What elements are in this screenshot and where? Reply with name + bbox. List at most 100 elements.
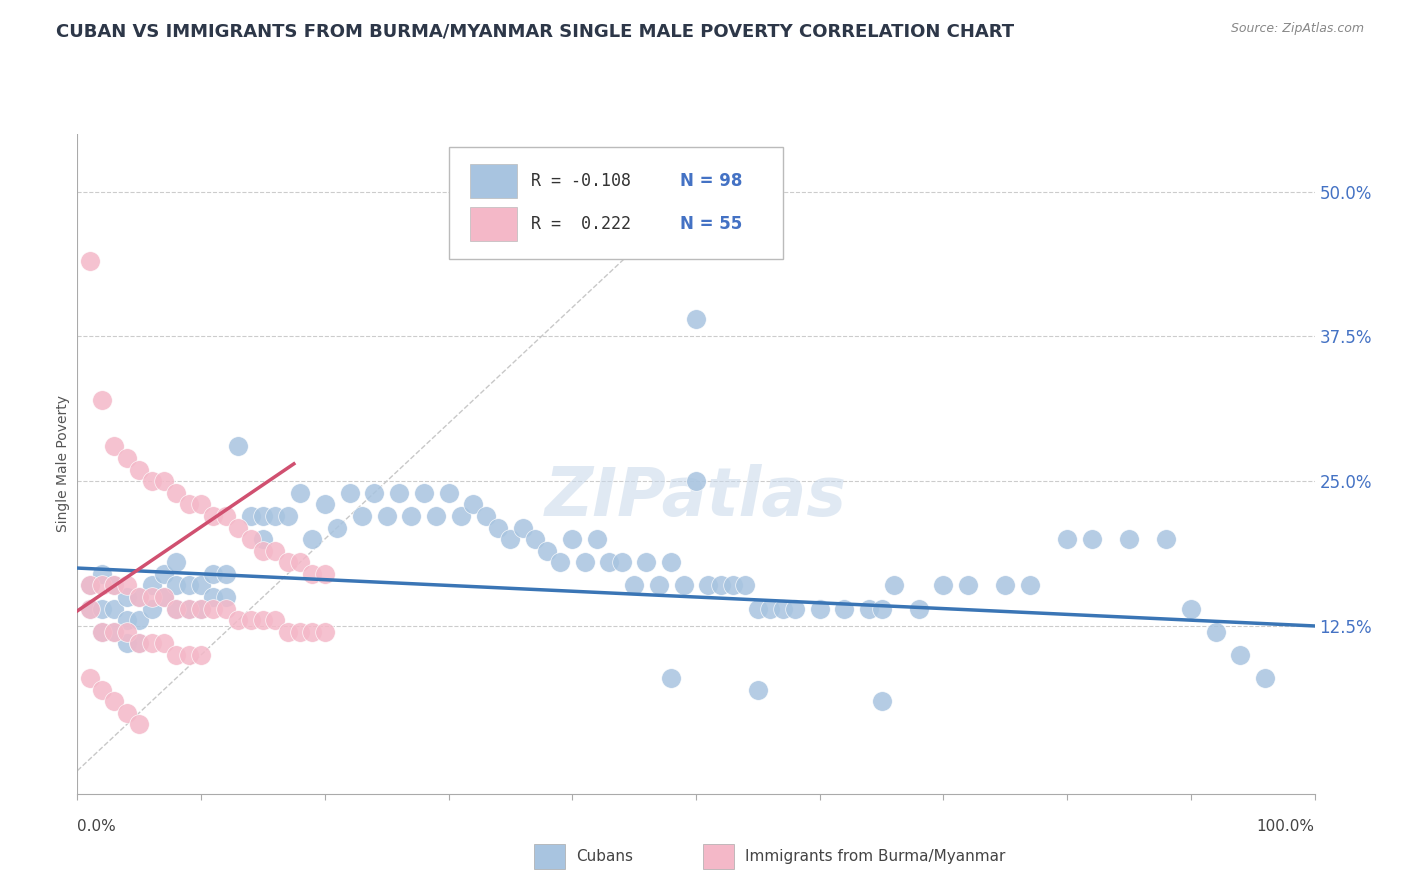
Point — [783, 601, 806, 615]
Point — [524, 532, 547, 546]
Point — [190, 578, 212, 592]
Point — [301, 532, 323, 546]
Point — [91, 624, 114, 639]
Point — [177, 497, 200, 511]
Point — [326, 520, 349, 534]
Point — [128, 613, 150, 627]
Point — [264, 543, 287, 558]
Point — [252, 543, 274, 558]
Point — [103, 624, 125, 639]
Point — [141, 590, 163, 604]
Point — [314, 624, 336, 639]
Point — [1019, 578, 1042, 592]
Point — [115, 624, 138, 639]
Point — [512, 520, 534, 534]
Text: Immigrants from Burma/Myanmar: Immigrants from Burma/Myanmar — [745, 849, 1005, 863]
Point — [772, 601, 794, 615]
Point — [215, 566, 238, 581]
Point — [1229, 648, 1251, 662]
Point — [858, 601, 880, 615]
Point — [252, 532, 274, 546]
Point — [252, 508, 274, 523]
Point — [153, 590, 176, 604]
Point — [153, 474, 176, 488]
Point — [636, 555, 658, 569]
Point — [288, 624, 311, 639]
Point — [672, 578, 695, 592]
Point — [1180, 601, 1202, 615]
Point — [153, 590, 176, 604]
FancyBboxPatch shape — [449, 147, 783, 260]
Text: N = 98: N = 98 — [681, 171, 742, 190]
Point — [870, 601, 893, 615]
Point — [1081, 532, 1104, 546]
Point — [103, 601, 125, 615]
Point — [215, 601, 238, 615]
Point — [91, 682, 114, 697]
FancyBboxPatch shape — [470, 163, 516, 198]
Text: R =  0.222: R = 0.222 — [531, 215, 631, 233]
Text: 0.0%: 0.0% — [77, 820, 117, 834]
Point — [747, 682, 769, 697]
Point — [153, 636, 176, 650]
Point — [623, 578, 645, 592]
Point — [115, 590, 138, 604]
Text: ZIPatlas: ZIPatlas — [546, 464, 846, 530]
Point — [301, 624, 323, 639]
Point — [190, 648, 212, 662]
Point — [103, 440, 125, 454]
Text: Source: ZipAtlas.com: Source: ZipAtlas.com — [1230, 22, 1364, 36]
Point — [177, 578, 200, 592]
Point — [883, 578, 905, 592]
Text: R = -0.108: R = -0.108 — [531, 171, 631, 190]
Point — [301, 566, 323, 581]
Point — [685, 474, 707, 488]
Point — [277, 624, 299, 639]
Point — [574, 555, 596, 569]
Point — [115, 636, 138, 650]
Point — [598, 555, 620, 569]
Point — [115, 613, 138, 627]
Point — [277, 555, 299, 569]
Point — [177, 601, 200, 615]
Point — [165, 555, 187, 569]
Point — [103, 694, 125, 708]
Point — [165, 485, 187, 500]
Point — [1056, 532, 1078, 546]
Point — [264, 508, 287, 523]
Point — [79, 601, 101, 615]
Y-axis label: Single Male Poverty: Single Male Poverty — [56, 395, 70, 533]
Point — [226, 440, 249, 454]
Point — [239, 508, 262, 523]
Point — [339, 485, 361, 500]
Point — [957, 578, 980, 592]
Point — [264, 613, 287, 627]
Point — [165, 601, 187, 615]
Point — [91, 393, 114, 408]
Point — [994, 578, 1017, 592]
Point — [177, 648, 200, 662]
Point — [561, 532, 583, 546]
Point — [350, 508, 373, 523]
Point — [103, 578, 125, 592]
Point — [610, 555, 633, 569]
Point — [177, 601, 200, 615]
Point — [747, 601, 769, 615]
Point — [388, 485, 411, 500]
Point — [1154, 532, 1177, 546]
Point — [128, 636, 150, 650]
Point — [277, 508, 299, 523]
Point — [548, 555, 571, 569]
Point — [314, 566, 336, 581]
Point — [165, 601, 187, 615]
Point — [115, 578, 138, 592]
Point — [1205, 624, 1227, 639]
Point — [141, 578, 163, 592]
Point — [288, 485, 311, 500]
Point — [79, 601, 101, 615]
Point — [115, 451, 138, 466]
FancyBboxPatch shape — [470, 207, 516, 242]
Point — [437, 485, 460, 500]
Point — [363, 485, 385, 500]
Point — [486, 520, 509, 534]
